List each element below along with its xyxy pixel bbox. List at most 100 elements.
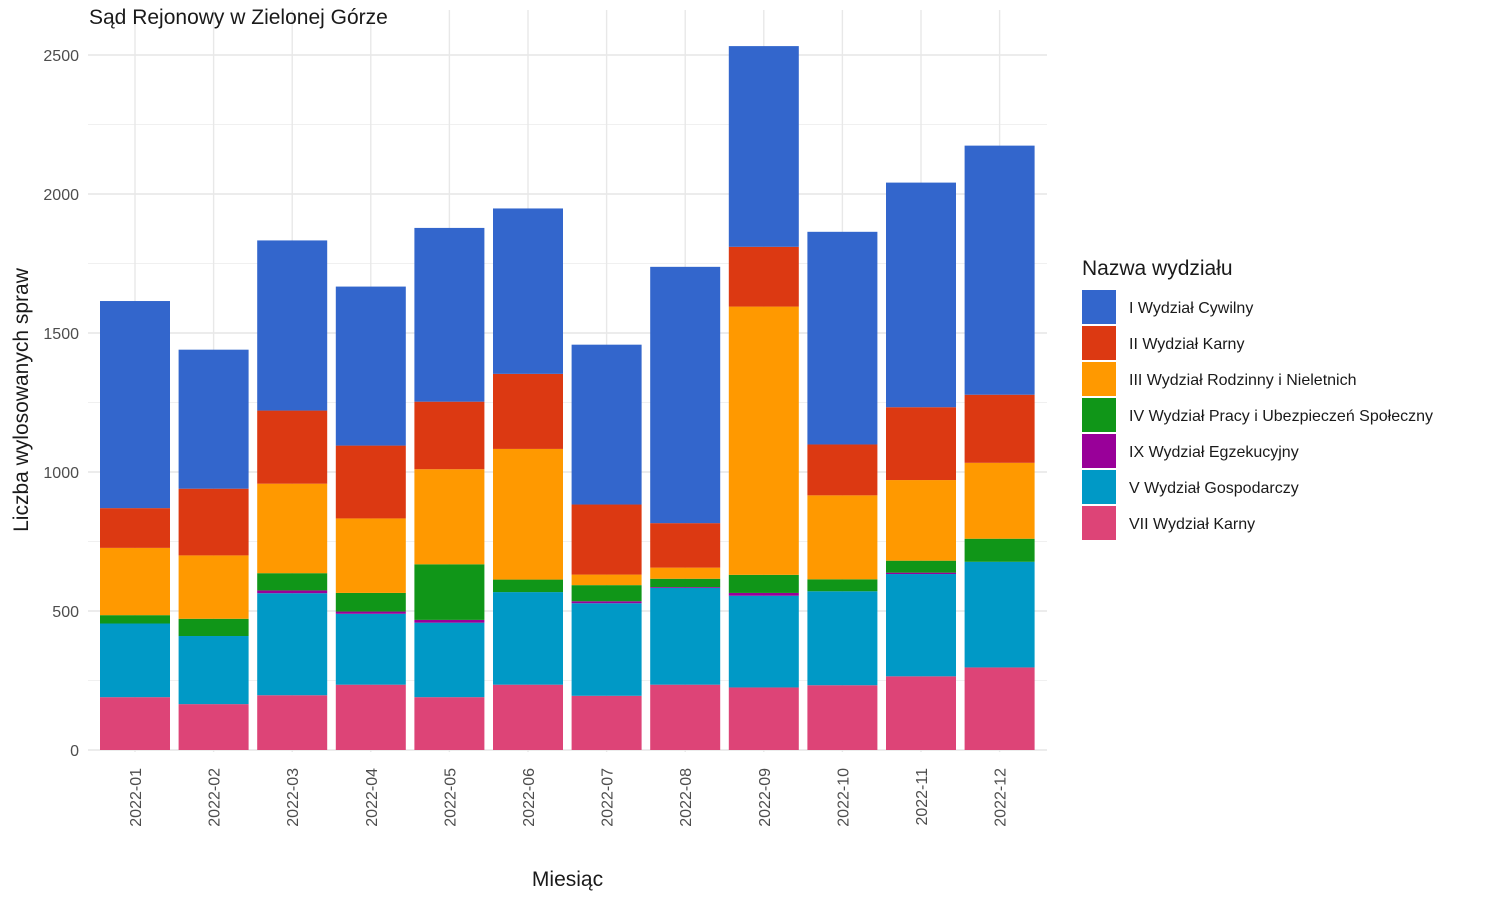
- x-tick-label: 2022-03: [285, 768, 302, 827]
- bar-segment: [493, 208, 563, 374]
- bar-segment: [650, 684, 721, 750]
- bar-segment: [807, 591, 878, 686]
- x-tick-label: 2022-02: [207, 768, 224, 827]
- bar-segment: [257, 593, 328, 696]
- bar-segment: [100, 547, 170, 616]
- legend-item: VII Wydział Karny: [1082, 506, 1255, 540]
- bar-segment: [886, 407, 956, 481]
- x-tick-label: 2022-09: [757, 768, 774, 827]
- bar-segment: [964, 561, 1035, 668]
- bar-segment: [650, 578, 721, 588]
- bar-segment: [100, 301, 170, 509]
- bar-segment: [178, 618, 249, 637]
- bar-segment: [178, 488, 249, 556]
- x-tick-label: 2022-08: [678, 768, 695, 827]
- bar-segment: [571, 603, 642, 696]
- axis-layer: 0 500 1000 1500 2000 2500 2022-01 2022-02 2022-0…: [10, 48, 1010, 891]
- legend-swatch: [1082, 326, 1116, 360]
- chart-title: Sąd Rejonowy w Zielonej Górze: [89, 6, 388, 29]
- bar-segment: [335, 286, 406, 446]
- bar-segment: [728, 306, 799, 575]
- bar-segment: [100, 615, 170, 624]
- legend-item: III Wydział Rodzinny i Nieletnich: [1082, 362, 1357, 396]
- bar-segment: [650, 567, 721, 579]
- legend-label: I Wydział Cywilny: [1129, 300, 1253, 317]
- legend-label: IV Wydział Pracy i Ubezpieczeń Społeczny: [1129, 408, 1433, 425]
- bar-segment: [100, 508, 170, 548]
- bar-segment: [414, 564, 485, 620]
- bar-segment: [414, 619, 485, 623]
- bar-segment: [414, 697, 485, 750]
- bar-segment: [414, 401, 485, 470]
- bar-stack-2022-03: [257, 240, 328, 750]
- bar-segment: [493, 448, 563, 580]
- bar-segment: [178, 555, 249, 619]
- bar-segment: [650, 266, 721, 524]
- bar-segment: [493, 592, 563, 685]
- bar-stack-2022-12: [964, 145, 1035, 750]
- y-tick-label: 2500: [43, 48, 79, 65]
- bar-segment: [964, 145, 1035, 395]
- bar-segment: [335, 611, 406, 614]
- bar-segment: [728, 595, 799, 688]
- bar-segment: [335, 684, 406, 750]
- bar-segment: [886, 182, 956, 408]
- x-tick-label: 2022-06: [521, 768, 538, 827]
- bar-segment: [414, 227, 485, 402]
- x-axis-title: Miesiąc: [532, 868, 603, 891]
- legend-item: IV Wydział Pracy i Ubezpieczeń Społeczny: [1082, 398, 1433, 432]
- bar-segment: [807, 495, 878, 580]
- bar-segment: [335, 445, 406, 519]
- y-axis-title: Liczba wylosowanych spraw: [10, 267, 33, 532]
- bar-segment: [571, 695, 642, 750]
- legend-swatch: [1082, 398, 1116, 432]
- bar-segment: [807, 444, 878, 496]
- x-tick-label: 2022-01: [128, 768, 145, 827]
- bar-segment: [178, 349, 249, 489]
- bar-segment: [964, 538, 1035, 562]
- bar-stack-2022-08: [650, 266, 721, 750]
- bar-segment: [414, 622, 485, 698]
- bar-segment: [493, 579, 563, 593]
- bar-segment: [257, 240, 328, 411]
- legend-item: II Wydział Karny: [1082, 326, 1244, 360]
- bar-segment: [257, 410, 328, 484]
- bar-segment: [335, 592, 406, 612]
- bar-segment: [728, 46, 799, 247]
- bar-stack-2022-06: [493, 208, 563, 750]
- legend-swatch: [1082, 470, 1116, 504]
- bar-segment: [257, 573, 328, 591]
- y-tick-label: 1000: [43, 465, 79, 482]
- x-tick-label: 2022-10: [835, 768, 852, 827]
- bar-segment: [100, 623, 170, 698]
- bar-segment: [650, 523, 721, 568]
- legend-label: III Wydział Rodzinny i Nieletnich: [1129, 372, 1357, 389]
- bar-segment: [178, 704, 249, 750]
- bar-segment: [571, 585, 642, 602]
- bar-segment: [886, 560, 956, 573]
- bar-stack-2022-09: [728, 46, 799, 750]
- x-tick-label: 2022-05: [442, 768, 459, 827]
- y-tick-label: 2000: [43, 187, 79, 204]
- bar-segment: [571, 504, 642, 575]
- bar-segment: [728, 574, 799, 593]
- legend: Nazwa wydziału I Wydział Cywilny II Wydzia…: [1082, 257, 1433, 540]
- bar-segment: [964, 667, 1035, 750]
- x-tick-label: 2022-11: [914, 768, 931, 826]
- legend-label: VII Wydział Karny: [1129, 516, 1255, 533]
- x-tick-label: 2022-04: [364, 768, 381, 827]
- bar-stack-2022-11: [886, 182, 956, 750]
- bar-segment: [728, 592, 799, 596]
- legend-swatch: [1082, 290, 1116, 324]
- bar-stack-2022-04: [335, 286, 406, 750]
- bar-segment: [571, 601, 642, 604]
- y-tick-label: 1500: [43, 326, 79, 343]
- bar-segment: [886, 676, 956, 750]
- x-tick-label: 2022-12: [993, 768, 1010, 827]
- bar-segment: [807, 685, 878, 750]
- bar-segment: [335, 613, 406, 685]
- bar-segment: [493, 684, 563, 750]
- legend-item: V Wydział Gospodarczy: [1082, 470, 1299, 504]
- bar-segment: [650, 587, 721, 588]
